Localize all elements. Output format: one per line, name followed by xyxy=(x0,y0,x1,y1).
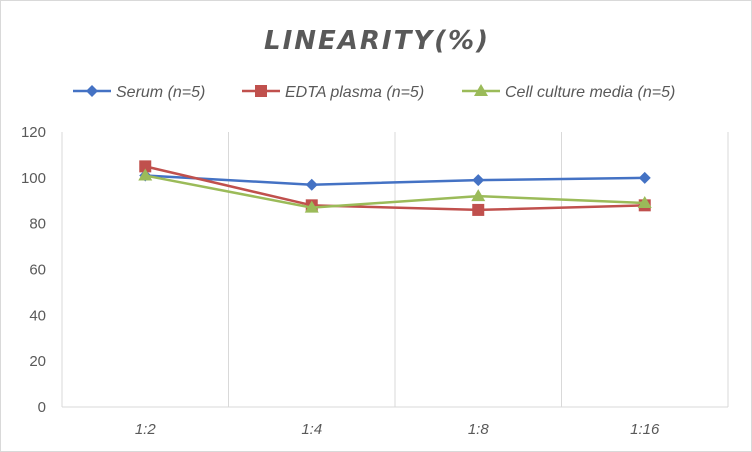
data-point xyxy=(255,85,267,97)
x-tick-label: 1:4 xyxy=(301,421,322,438)
legend-label: Serum (n=5) xyxy=(116,84,205,101)
data-point xyxy=(472,203,485,216)
x-tick-label: 1:16 xyxy=(630,421,660,438)
data-point xyxy=(472,174,485,187)
legend-entry: EDTA plasma (n=5) xyxy=(242,84,424,101)
data-point xyxy=(474,84,488,96)
x-tick-label: 1:2 xyxy=(135,421,157,438)
y-tick-label: 120 xyxy=(21,124,46,141)
legend-entry: Cell culture media (n=5) xyxy=(462,84,675,101)
data-point xyxy=(138,168,153,181)
y-tick-label: 0 xyxy=(38,399,46,416)
chart-title: LINEARITY(%) xyxy=(264,26,490,56)
series-layer xyxy=(138,160,652,216)
legend-entry: Serum (n=5) xyxy=(73,84,205,101)
series-line xyxy=(144,165,645,212)
axes: 0 20 40 60 80 100 120 1:2 1:4 1:8 1:16 xyxy=(21,124,728,438)
x-tick-label: 1:8 xyxy=(468,421,490,438)
series-line xyxy=(145,174,645,209)
data-point xyxy=(471,189,486,202)
y-tick-label: 20 xyxy=(29,353,46,370)
series-line xyxy=(145,174,645,186)
gridlines xyxy=(61,132,729,407)
y-tick-label: 80 xyxy=(29,216,46,233)
data-point xyxy=(638,171,651,184)
series-cell xyxy=(138,168,652,213)
data-point xyxy=(139,160,152,173)
legend: Serum (n=5) EDTA plasma (n=5) Cell culture… xyxy=(73,84,675,101)
data-point xyxy=(304,200,319,213)
y-tick-label: 40 xyxy=(29,307,46,324)
data-point xyxy=(637,196,652,209)
data-point xyxy=(86,85,98,97)
y-tick-label: 60 xyxy=(29,262,46,279)
legend-label: EDTA plasma (n=5) xyxy=(285,84,424,101)
legend-label: Cell culture media (n=5) xyxy=(505,84,675,101)
data-point xyxy=(305,178,318,191)
y-tick-label: 100 xyxy=(21,170,46,187)
